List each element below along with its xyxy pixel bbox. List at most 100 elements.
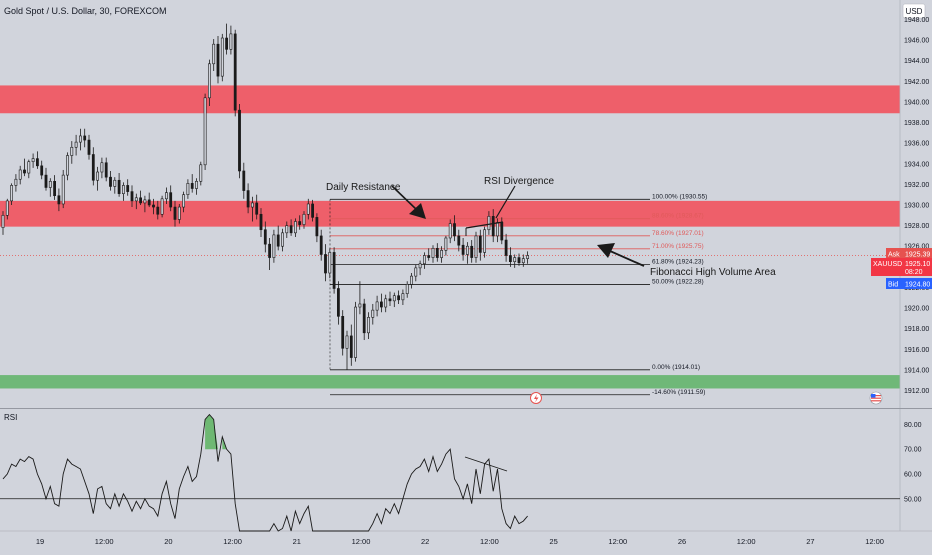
time-tick-label: 12:00	[865, 537, 884, 546]
price-tick-label: 1942.00	[904, 79, 929, 86]
candle-body	[263, 229, 267, 245]
candle-body	[302, 213, 306, 225]
candle-body	[238, 109, 241, 172]
candle-body	[379, 301, 383, 308]
last-price-tag: XAUUSD 1925.10 08:20	[871, 258, 932, 276]
candle-body	[289, 225, 293, 234]
candle-body	[160, 198, 164, 215]
candle-body	[104, 162, 108, 178]
rsi-tick-label: 50.00	[904, 496, 922, 503]
candle-body	[401, 293, 405, 301]
candle-body	[195, 180, 198, 189]
candle-body	[208, 63, 211, 99]
candle-body	[405, 284, 409, 294]
candle-body	[457, 235, 461, 246]
support-zone	[0, 375, 900, 389]
fibonacci-retracement[interactable]: 100.00% (1930.55) 88.60% (1928.67) 78.60% …	[329, 193, 707, 396]
candle-body	[186, 183, 190, 195]
price-tick-label: 1946.00	[904, 38, 929, 45]
price-tick-label: 1938.00	[904, 120, 929, 127]
candle-body	[384, 298, 388, 308]
candle-body	[251, 202, 254, 208]
currency-button[interactable]: USD	[902, 3, 926, 19]
candle-body	[66, 155, 69, 176]
price-tick-label: 1928.00	[904, 223, 929, 230]
lightning-icon[interactable]	[530, 392, 542, 404]
candle-body	[259, 213, 263, 231]
candle-body	[298, 221, 302, 225]
candle-body	[139, 197, 143, 204]
time-tick-label: 27	[806, 537, 814, 546]
candle-body	[61, 174, 65, 205]
candle-body	[328, 252, 332, 274]
candle-body	[83, 135, 87, 141]
candle-body	[177, 206, 181, 220]
price-tick-label: 1932.00	[904, 182, 929, 189]
candle-body	[23, 169, 26, 174]
candle-body	[470, 245, 474, 258]
candle-body	[79, 135, 82, 143]
candle-body	[199, 164, 203, 182]
candle-body	[246, 190, 250, 208]
time-tick-label: 12:00	[480, 537, 499, 546]
candle-body	[35, 158, 39, 167]
fib-level-label: 100.00% (1930.55)	[652, 193, 707, 200]
candle-body	[173, 206, 177, 220]
candle-body	[435, 247, 439, 258]
currency-label: USD	[906, 7, 923, 16]
us-flag-icon[interactable]	[869, 391, 883, 405]
candle-body	[216, 43, 220, 77]
candle-body	[440, 250, 444, 258]
price-tick-label: 1912.00	[904, 388, 929, 395]
candle-body	[91, 154, 95, 181]
candle-body	[375, 301, 379, 311]
rsi-overbought-fill	[205, 414, 227, 450]
candle-body	[397, 295, 401, 301]
time-tick-label: 25	[549, 537, 557, 546]
candle-body	[109, 176, 112, 187]
fib-level-label: 71.00% (1925.75)	[652, 243, 704, 250]
candle-body	[100, 162, 104, 173]
fib-level-label: 61.80% (1924.23)	[652, 258, 704, 265]
candle-body	[349, 335, 353, 358]
price-tick-label: 1920.00	[904, 306, 929, 313]
rsi-divergence-marker	[465, 221, 504, 236]
candle-body	[319, 235, 323, 255]
candle-body	[126, 185, 130, 192]
candle-body	[10, 185, 14, 202]
candle-body	[31, 158, 35, 163]
last-symbol: XAUUSD	[873, 261, 902, 268]
fib-level-label: 78.60% (1927.01)	[652, 230, 704, 237]
time-axis[interactable]: 19 12:00 20 12:00 21 12:00 22 12:00 25 12:00 26 12:…	[36, 537, 884, 546]
candle-body	[461, 244, 465, 255]
candle-body	[281, 232, 284, 247]
candle-body	[113, 179, 117, 187]
candle-body	[431, 247, 435, 258]
candle-body	[268, 243, 272, 258]
candlestick-series	[1, 23, 530, 370]
rsi-tick-label: 60.00	[904, 471, 922, 478]
symbol-title: Gold Spot / U.S. Dollar, 30, FOREXCOM	[4, 6, 167, 16]
time-tick-label: 22	[421, 537, 429, 546]
candle-body	[483, 229, 487, 253]
candle-body	[474, 235, 478, 258]
bid-label: Bid	[888, 282, 898, 289]
candle-body	[293, 221, 297, 234]
candle-body	[418, 263, 422, 269]
price-tick-label: 1926.00	[904, 244, 929, 251]
ask-value: 1925.39	[905, 252, 930, 259]
candle-body	[306, 203, 310, 215]
candle-body	[40, 165, 44, 176]
candle-body	[220, 37, 224, 77]
candle-body	[478, 235, 482, 253]
candle-body	[225, 37, 229, 50]
ask-price-tag: Ask 1925.39	[886, 248, 932, 259]
candle-body	[233, 33, 237, 111]
rsi-axis: 80.00 70.00 60.00 50.00	[904, 422, 922, 503]
candle-body	[285, 225, 289, 234]
price-tick-label: 1918.00	[904, 326, 929, 333]
rsi-tick-label: 80.00	[904, 422, 922, 429]
candle-body	[371, 309, 375, 318]
fib-level-label: -14.60% (1911.59)	[652, 389, 705, 396]
candle-body	[410, 275, 413, 285]
